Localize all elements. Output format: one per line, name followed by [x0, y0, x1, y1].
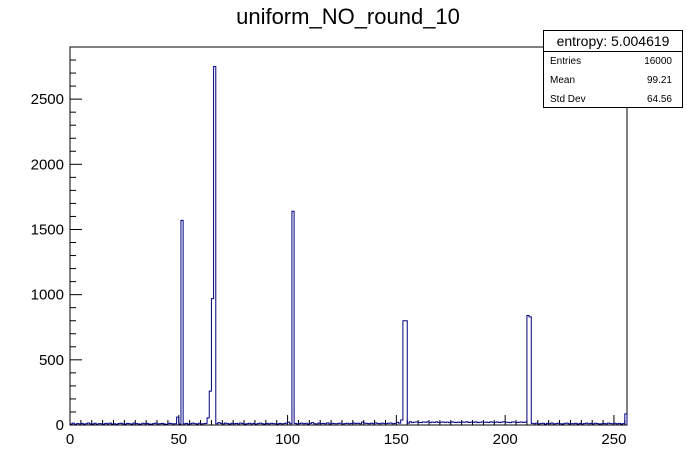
chart-title: uniform_NO_round_10 [236, 4, 460, 29]
x-tick-label: 50 [170, 431, 187, 448]
stats-value: 64.56 [646, 94, 672, 105]
y-tick-label: 0 [56, 417, 64, 434]
stats-box: entropy: 5.004619 Entries 16000 Mean 99.… [543, 30, 683, 108]
x-tick-label: 200 [493, 431, 518, 448]
y-tick-label: 2500 [31, 91, 64, 108]
plot-frame [69, 46, 628, 426]
axis-ticks [69, 46, 626, 426]
y-tick-label: 1000 [31, 287, 64, 304]
histogram-line [69, 66, 628, 425]
y-tick-label: 500 [39, 352, 64, 369]
y-tick-label: 1500 [31, 221, 64, 238]
stats-row-entries: Entries 16000 [544, 52, 682, 71]
stats-label: Entries [550, 56, 582, 67]
x-tick-label: 250 [601, 431, 626, 448]
stats-row-stddev: Std Dev 64.56 [544, 90, 682, 109]
x-tick-label: 100 [275, 431, 300, 448]
stats-value: 16000 [644, 56, 672, 67]
stats-value: 99.21 [646, 75, 672, 86]
y-tick-label: 2000 [31, 156, 64, 173]
stats-label: Mean [550, 75, 576, 86]
stats-label: Std Dev [550, 94, 586, 105]
x-tick-label: 150 [384, 431, 409, 448]
stats-row-mean: Mean 99.21 [544, 71, 682, 90]
stats-title: entropy: 5.004619 [544, 31, 682, 52]
x-tick-label: 0 [66, 431, 74, 448]
